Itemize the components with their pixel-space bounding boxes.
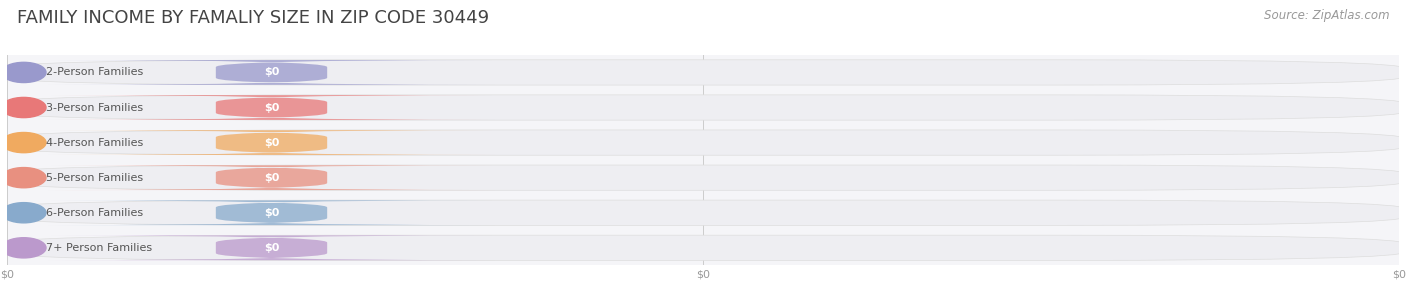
- Text: 2-Person Families: 2-Person Families: [46, 67, 143, 77]
- Text: $0: $0: [264, 208, 280, 218]
- FancyBboxPatch shape: [49, 60, 495, 85]
- FancyBboxPatch shape: [49, 235, 495, 260]
- Ellipse shape: [1, 62, 46, 83]
- FancyBboxPatch shape: [49, 130, 495, 155]
- Text: FAMILY INCOME BY FAMALIY SIZE IN ZIP CODE 30449: FAMILY INCOME BY FAMALIY SIZE IN ZIP COD…: [17, 9, 489, 27]
- Ellipse shape: [1, 203, 46, 223]
- Text: 5-Person Families: 5-Person Families: [46, 173, 143, 183]
- FancyBboxPatch shape: [49, 165, 495, 190]
- FancyBboxPatch shape: [0, 95, 1406, 120]
- FancyBboxPatch shape: [49, 200, 495, 225]
- Text: 6-Person Families: 6-Person Families: [46, 208, 143, 218]
- Ellipse shape: [1, 132, 46, 153]
- Ellipse shape: [1, 97, 46, 118]
- FancyBboxPatch shape: [49, 95, 495, 120]
- FancyBboxPatch shape: [0, 235, 1406, 260]
- Text: $0: $0: [264, 243, 280, 253]
- Text: 4-Person Families: 4-Person Families: [46, 138, 143, 148]
- Text: $0: $0: [264, 102, 280, 113]
- Text: 7+ Person Families: 7+ Person Families: [46, 243, 152, 253]
- Text: Source: ZipAtlas.com: Source: ZipAtlas.com: [1264, 9, 1389, 22]
- Text: $0: $0: [264, 138, 280, 148]
- Text: 3-Person Families: 3-Person Families: [46, 102, 143, 113]
- Ellipse shape: [1, 167, 46, 188]
- Text: $0: $0: [264, 173, 280, 183]
- FancyBboxPatch shape: [0, 130, 1406, 155]
- Ellipse shape: [1, 238, 46, 258]
- FancyBboxPatch shape: [0, 200, 1406, 225]
- FancyBboxPatch shape: [0, 60, 1406, 85]
- Text: $0: $0: [264, 67, 280, 77]
- FancyBboxPatch shape: [0, 165, 1406, 190]
